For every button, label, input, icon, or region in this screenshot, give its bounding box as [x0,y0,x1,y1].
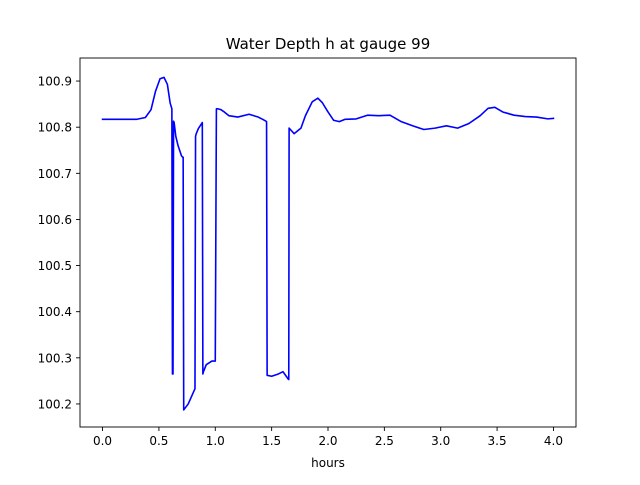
x-axis-label: hours [311,456,345,470]
y-tick-label: 100.3 [38,351,72,365]
y-tick-label: 100.2 [38,397,72,411]
y-tick-label: 100.9 [38,75,72,89]
plot-area [101,76,555,411]
y-tick-label: 100.7 [38,167,72,181]
y-tick-label: 100.6 [38,213,72,227]
x-tick-label: 2.0 [318,434,337,448]
x-tick-label: 4.0 [544,434,563,448]
x-tick-label: 3.5 [488,434,507,448]
x-tick-label: 1.0 [206,434,225,448]
axes: 0.0 0.5 1.0 1.5 2.0 2.5 3.0 3.5 4.0 100.2 100.3 100… [38,57,577,448]
y-tick-label: 100.8 [38,121,72,135]
y-tick-label: 100.4 [38,305,72,319]
y-tick-label: 100.5 [38,259,72,273]
x-tick-label: 2.5 [375,434,394,448]
series-line-1 [101,76,555,411]
x-tick-label: 1.5 [262,434,281,448]
x-tick-label: 3.0 [431,434,450,448]
x-tick-label: 0.5 [149,434,168,448]
chart-title: Water Depth h at gauge 99 [226,35,431,53]
x-tick-label: 0.0 [93,434,112,448]
